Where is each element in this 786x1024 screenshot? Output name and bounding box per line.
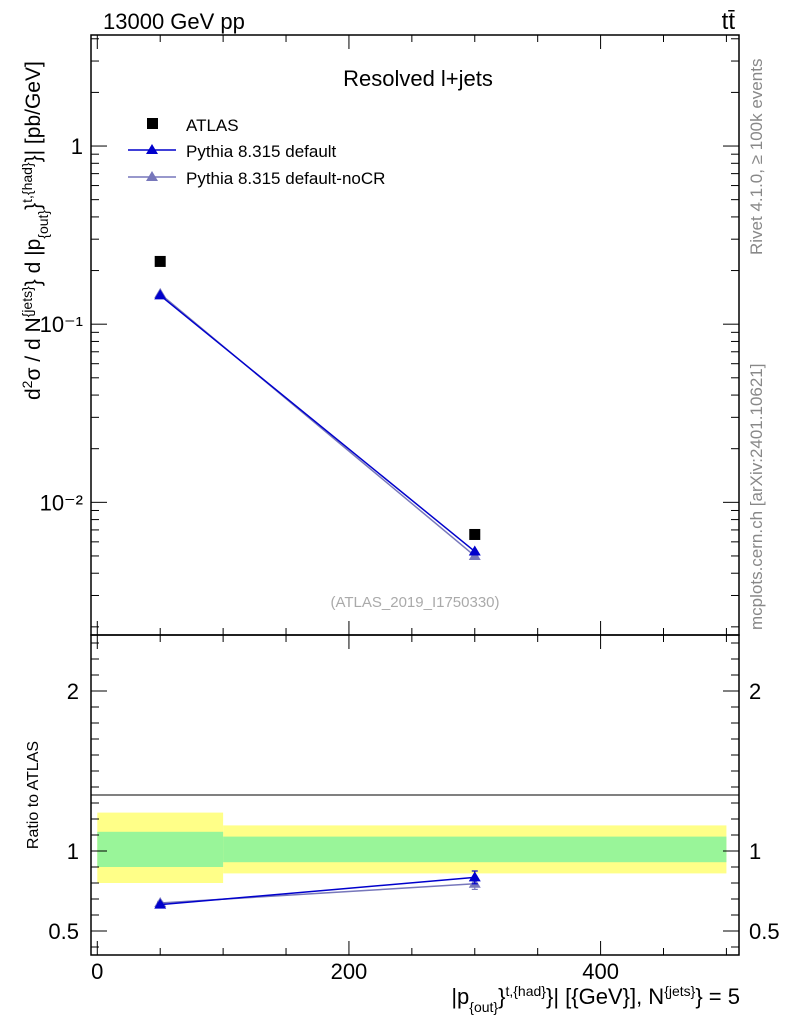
ratio-ytick-label-right: 2 <box>749 679 761 704</box>
legend-marker-atlas <box>147 118 158 129</box>
main-marker <box>468 545 481 556</box>
ratio-tick-labels: 0.5 0.5 1 1 2 2 0 200 400 <box>48 679 779 984</box>
xtick-label: 200 <box>331 959 368 984</box>
ratio-marker <box>468 871 481 882</box>
main-ytick-label: 10⁻¹ <box>40 312 83 337</box>
ratio-ytick-label-right: 1 <box>749 839 761 864</box>
ratio-frame <box>90 634 740 956</box>
main-ytick-label: 1 <box>71 134 83 159</box>
xtick-label: 400 <box>582 959 619 984</box>
ratio-ticks <box>91 635 739 955</box>
rivet-label: Rivet 4.1.0, ≥ 100k events <box>747 59 766 255</box>
ratio-series <box>154 870 481 909</box>
ratio-band <box>223 836 727 863</box>
legend: ATLAS Pythia 8.315 default Pythia 8.315 … <box>128 116 385 188</box>
main-ticks <box>91 35 739 635</box>
main-tick-labels: 10⁻² 10⁻¹ 1 <box>40 134 83 515</box>
energy-label: 13000 GeV pp <box>103 9 245 34</box>
ratio-ytick-label-left: 2 <box>67 679 79 704</box>
ratio-ytick-label-right: 0.5 <box>749 919 780 944</box>
analysis-id: (ATLAS_2019_I1750330) <box>330 594 499 611</box>
ratio-panel: 0.5 0.5 1 1 2 2 0 200 400 Ratio to ATLAS |p{out}… <box>25 634 780 1015</box>
ratio-marker <box>154 898 167 909</box>
legend-label-atlas: ATLAS <box>186 116 239 135</box>
legend-label-default: Pythia 8.315 default <box>186 142 337 161</box>
main-marker <box>154 289 167 300</box>
main-marker-atlas <box>154 255 166 267</box>
legend-label-nocr: Pythia 8.315 default-noCR <box>186 169 385 188</box>
ratio-series-line <box>160 876 475 906</box>
mcplots-label: mcplots.cern.ch [arXiv:2401.10621] <box>747 364 766 630</box>
process-label: tt̄ <box>722 8 736 35</box>
ratio-ytick-label-left: 0.5 <box>48 919 79 944</box>
legend-marker-nocr <box>146 171 158 181</box>
ratio-band <box>97 831 224 867</box>
main-ytick-label: 10⁻² <box>40 490 83 515</box>
main-series-line <box>159 294 476 553</box>
xlabel: |p{out}}t,{had}}| [{GeV}], N{jets}} = 5 <box>451 983 740 1015</box>
main-marker-atlas <box>469 528 481 540</box>
ratio-ylabel: Ratio to ATLAS <box>25 741 42 849</box>
main-title: Resolved l+jets <box>343 66 493 91</box>
main-series <box>154 255 481 560</box>
ratio-ytick-label-left: 1 <box>67 839 79 864</box>
legend-marker-default <box>146 144 158 154</box>
main-ylabel: d2σ / d N{jets}} d |p{out}}t,{had}}| [pb… <box>19 61 51 400</box>
main-panel: Resolved l+jets (ATLAS_2019_I1750330) 10… <box>19 34 740 636</box>
ratio-bands <box>97 812 727 883</box>
xtick-label: 0 <box>91 959 103 984</box>
